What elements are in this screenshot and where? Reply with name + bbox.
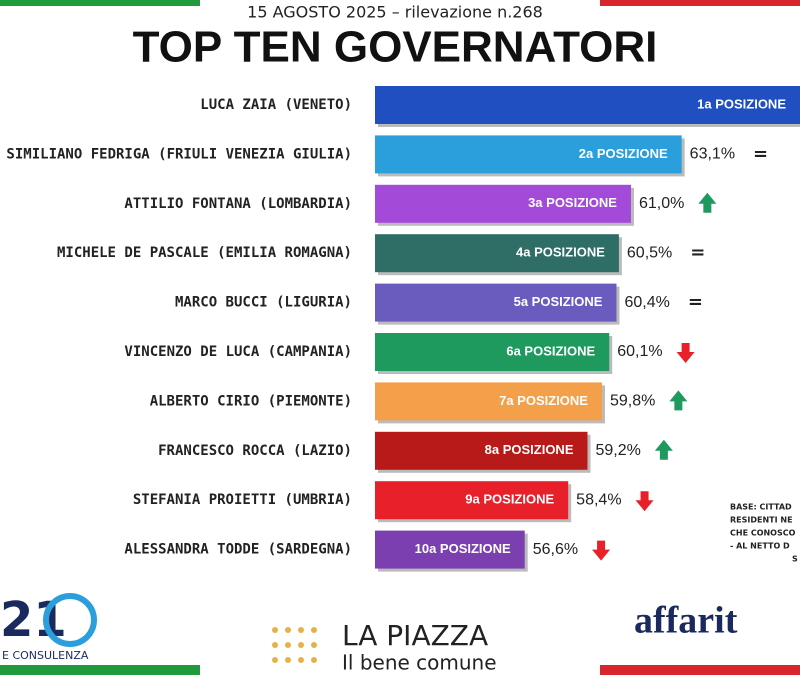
bar <box>375 184 631 223</box>
category-label: STEFANIA PROIETTI (UMBRIA) <box>133 492 352 508</box>
trend-down <box>676 343 695 363</box>
bar <box>375 431 588 470</box>
flag-stripe <box>0 665 200 675</box>
bar-label: 1a POSIZIONE <box>697 96 786 111</box>
logo: LA PIAZZA <box>342 619 488 652</box>
trend: = <box>690 242 705 263</box>
chart-title: TOP TEN GOVERNATORI <box>133 23 658 72</box>
logo: affarit <box>634 600 738 642</box>
trend: = <box>753 143 768 164</box>
value-label: 60,4% <box>624 294 669 311</box>
bar <box>375 481 569 520</box>
bar <box>375 530 525 569</box>
bar <box>375 135 682 174</box>
bar <box>375 234 619 273</box>
logo-sub: E CONSULENZA <box>2 649 89 662</box>
bar-label: 10a POSIZIONE <box>415 541 511 556</box>
bar-label: 4a POSIZIONE <box>516 245 605 260</box>
bar-label: 7a POSIZIONE <box>499 393 588 408</box>
note: CHE CONOSCO <box>730 529 796 538</box>
bar-label: 5a POSIZIONE <box>514 294 603 309</box>
note: - AL NETTO D <box>730 542 790 551</box>
value-label: 63,1% <box>690 146 735 163</box>
category-label: LUCA ZAIA (VENETO) <box>200 97 352 113</box>
logo-sub: Il bene comune <box>342 651 497 675</box>
value-label: 60,5% <box>627 244 672 261</box>
bar <box>375 283 617 322</box>
value-label: 58,4% <box>576 491 621 508</box>
note: BASE: CITTAD <box>730 503 792 512</box>
category-label: ALESSANDRA TODDE (SARDEGNA) <box>124 542 352 558</box>
subtitle: 15 AGOSTO 2025 – rilevazione n.268 <box>247 3 543 22</box>
category-label: MARCO BUCCI (LIGURIA) <box>175 295 352 311</box>
value-label: 59,2% <box>596 442 641 459</box>
value-label: 56,6% <box>533 541 578 558</box>
trend-up <box>654 439 673 460</box>
trend-down <box>592 540 611 561</box>
logo-dots <box>272 627 317 663</box>
value-label: 61,0% <box>639 195 684 212</box>
value-label: 60,1% <box>617 343 662 360</box>
trend-up <box>698 192 717 213</box>
bar <box>375 333 610 371</box>
bar-label: 2a POSIZIONE <box>579 146 668 161</box>
category-label: VINCENZO DE LUCA (CAMPANIA) <box>124 344 352 360</box>
category-label: ATTILIO FONTANA (LOMBARDIA) <box>124 196 352 212</box>
bar-label: 3a POSIZIONE <box>528 195 617 210</box>
category-label: FRANCESCO ROCCA (LAZIO) <box>158 443 352 459</box>
bar <box>375 86 800 124</box>
flag-stripe <box>600 0 800 6</box>
category-label: SIMILIANO FEDRIGA (FRIULI VENEZIA GIULIA… <box>6 146 352 162</box>
flag-stripe <box>0 0 200 6</box>
logo-icon <box>43 593 97 647</box>
trend-up <box>669 390 688 411</box>
category-label: ALBERTO CIRIO (PIEMONTE) <box>150 393 352 409</box>
trend-down <box>635 491 654 512</box>
note: RESIDENTI NE <box>730 516 793 525</box>
trend: = <box>688 292 703 313</box>
category-label: MICHELE DE PASCALE (EMILIA ROMAGNA) <box>57 245 352 261</box>
bar-label: 8a POSIZIONE <box>485 442 574 457</box>
note: S <box>792 555 798 564</box>
bar-label: 9a POSIZIONE <box>465 492 554 507</box>
flag-stripe <box>600 665 800 675</box>
value-label: 59,8% <box>610 393 655 410</box>
bar <box>375 382 602 421</box>
bar-label: 6a POSIZIONE <box>506 343 595 358</box>
